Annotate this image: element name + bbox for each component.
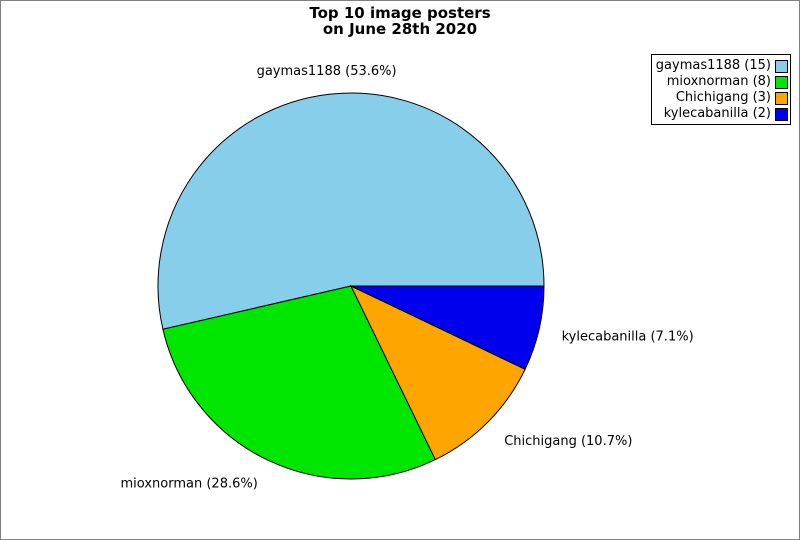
legend-item-kylecabanilla: kylecabanilla (2) [652,106,788,122]
pie-slice-Chichigang [349,284,526,461]
legend-label: kylecabanilla (2) [663,106,771,121]
legend-box: gaymas1188 (15) mioxnorman (8) Chichigang … [651,54,791,125]
legend-item-Chichigang: Chichigang (3) [652,90,788,106]
legend-label: mioxnorman (8) [666,74,771,89]
chart-title: Top 10 image posters on June 28th 2020 [1,5,799,37]
slice-callout-Chichigang: Chichigang (10.7%) [504,434,632,449]
slice-callout-kylecabanilla: kylecabanilla (7.1%) [562,329,694,344]
legend-swatch-Chichigang [775,91,788,105]
legend-item-gaymas1188: gaymas1188 (15) [652,58,788,74]
slice-callout-mioxnorman: mioxnorman (28.6%) [121,476,258,491]
legend-swatch-mioxnorman [775,75,788,89]
pie-slice-kylecabanilla [350,285,545,370]
pie-slice-mioxnorman [162,285,437,480]
legend-swatch-kylecabanilla [775,107,788,121]
legend-item-mioxnorman: mioxnorman (8) [652,74,788,90]
chart-title-line2: on June 28th 2020 [322,20,478,38]
slice-callout-gaymas1188: gaymas1188 (53.6%) [257,64,397,79]
chart-title-line1: Top 10 image posters [309,4,491,22]
pie-slice-gaymas1188 [157,92,545,330]
legend-swatch-gaymas1188 [775,59,788,73]
legend-label: gaymas1188 (15) [655,58,771,73]
legend-label: Chichigang (3) [675,90,771,105]
